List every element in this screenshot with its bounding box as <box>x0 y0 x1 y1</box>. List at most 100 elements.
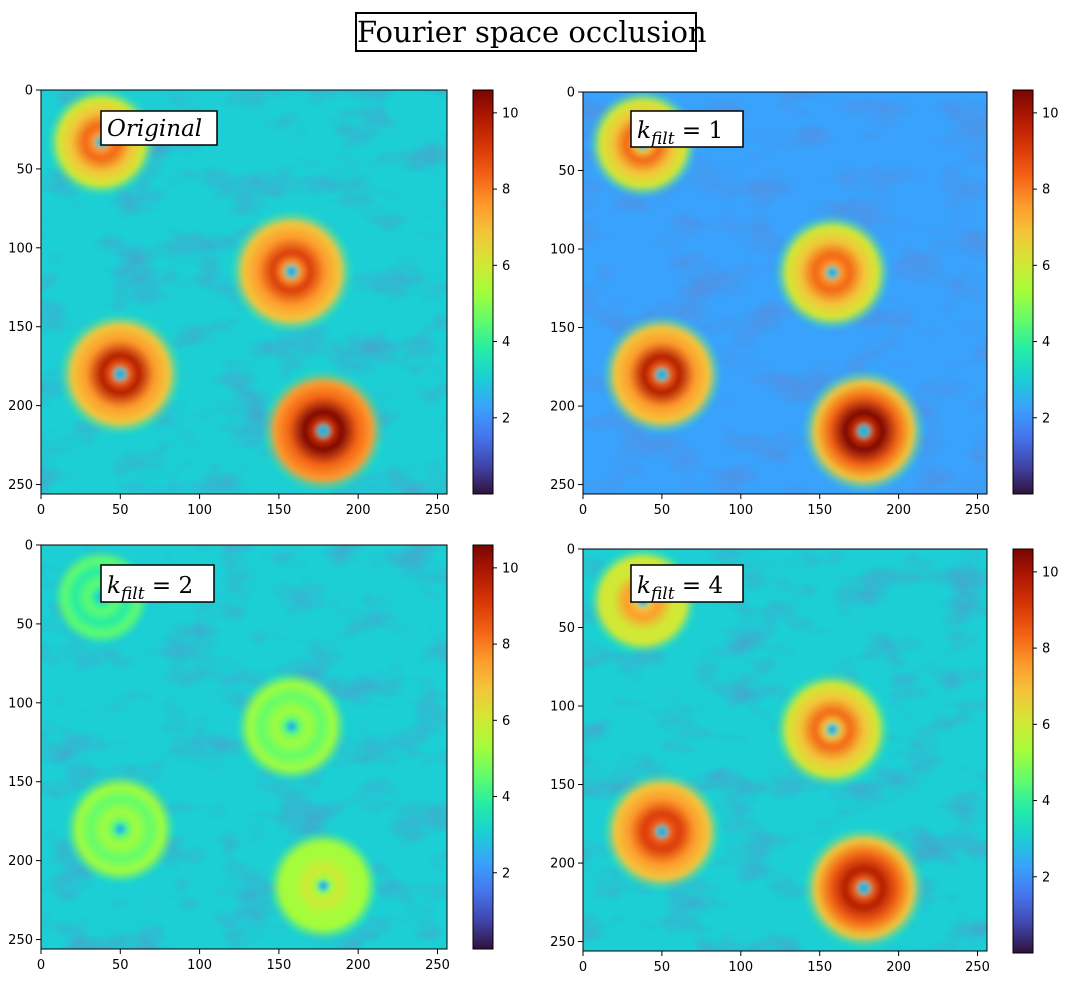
vortex-3 <box>58 312 183 437</box>
x-tick-label: 250 <box>425 503 450 518</box>
x-tick-label: 250 <box>965 960 990 975</box>
colorbar-tick-label: 6 <box>1042 259 1050 274</box>
panel-label-text: kfilt = 2 <box>107 573 193 604</box>
panel-label: Original <box>100 110 218 146</box>
vortex-3 <box>602 771 722 892</box>
x-tick-label: 100 <box>187 503 212 518</box>
colorbar-tick-label: 10 <box>1042 106 1059 121</box>
colorbar-tick-label: 4 <box>502 335 510 350</box>
y-tick-label: 100 <box>550 700 575 715</box>
y-tick-label: 150 <box>550 778 575 793</box>
y-tick-label: 200 <box>550 857 575 872</box>
colorbar-tick-label: 2 <box>502 411 510 426</box>
panel-label-text: kfilt = 1 <box>637 118 723 149</box>
x-tick-label: 100 <box>187 958 212 973</box>
y-tick-label: 50 <box>16 162 33 177</box>
vortex-2 <box>774 214 891 331</box>
axes-frame <box>40 544 448 950</box>
y-tick-label: 0 <box>567 543 575 558</box>
colorbar-tick-label: 2 <box>1042 870 1050 885</box>
heatmap-panel-3: 0 50 100 150 200 250 0 50 100 150 200 250 kfilt = 2 2… <box>8 539 518 974</box>
axes-frame <box>582 548 988 952</box>
colorbar-tick-label: 4 <box>1042 335 1050 350</box>
heatmap-panel-2: 0 50 100 150 200 250 0 50 100 150 200 250 kfilt = 1 2… <box>550 86 1058 519</box>
x-tick-label: 100 <box>728 503 753 518</box>
colorbar-tick-label: 8 <box>502 183 510 198</box>
y-tick-label: 0 <box>567 86 575 101</box>
colorbar-tick-label: 10 <box>502 561 519 576</box>
heatmap-panel-1: 0 50 100 150 200 250 0 50 100 150 200 250 Original 2 4… <box>8 84 518 519</box>
y-tick-label: 100 <box>8 241 33 256</box>
x-tick-label: 150 <box>807 960 832 975</box>
y-tick-label: 100 <box>8 696 33 711</box>
vortex-2 <box>229 209 354 334</box>
panel-label-text: Original <box>107 116 202 142</box>
y-tick-label: 0 <box>25 539 33 554</box>
heatmap-field <box>41 90 447 494</box>
y-tick-label: 150 <box>550 321 575 336</box>
vortex-2 <box>236 671 347 782</box>
colorbar-gradient <box>472 89 494 495</box>
x-tick-label: 200 <box>886 503 911 518</box>
x-tick-label: 0 <box>37 503 45 518</box>
heatmap-field <box>583 92 987 494</box>
y-tick-label: 150 <box>8 320 33 335</box>
axes-frame <box>582 91 988 495</box>
vortex-3 <box>65 774 175 884</box>
colorbar: 2 4 6 8 10 <box>472 544 519 950</box>
colorbar-gradient <box>1012 89 1034 495</box>
colorbar: 2 4 6 8 10 <box>1012 89 1059 495</box>
y-tick-label: 100 <box>550 243 575 258</box>
panel-label: kfilt = 4 <box>630 564 744 604</box>
x-tick-label: 0 <box>579 503 587 518</box>
x-tick-label: 200 <box>886 960 911 975</box>
colorbar-tick-label: 4 <box>502 790 510 805</box>
x-tick-label: 50 <box>112 958 129 973</box>
x-tick-label: 200 <box>346 958 371 973</box>
colorbar-tick-label: 8 <box>1042 183 1050 198</box>
panel-label-text: kfilt = 4 <box>637 573 723 604</box>
colorbar: 2 4 6 8 10 <box>472 89 519 495</box>
x-tick-label: 250 <box>425 958 450 973</box>
panel-label: kfilt = 1 <box>630 110 744 149</box>
colorbar-tick-label: 10 <box>502 106 519 121</box>
colorbar-tick-label: 2 <box>502 866 510 881</box>
colorbar-tick-label: 6 <box>502 714 510 729</box>
x-tick-label: 50 <box>654 960 671 975</box>
y-tick-label: 250 <box>8 478 33 493</box>
panel-label: kfilt = 2 <box>100 564 215 604</box>
colorbar-gradient <box>472 544 494 950</box>
colorbar-tick-label: 4 <box>1042 794 1050 809</box>
y-tick-label: 200 <box>8 854 33 869</box>
x-tick-label: 100 <box>728 960 753 975</box>
colorbar-tick-label: 10 <box>1042 565 1059 580</box>
vortex-2 <box>774 671 891 788</box>
colorbar: 2 4 6 8 10 <box>1012 548 1059 954</box>
y-tick-label: 250 <box>550 478 575 493</box>
colorbar-tick-label: 8 <box>502 638 510 653</box>
vortex-3 <box>602 314 722 435</box>
y-tick-label: 50 <box>16 617 33 632</box>
y-tick-label: 250 <box>550 935 575 950</box>
axes-frame <box>40 89 448 495</box>
colorbar-tick-label: 6 <box>1042 718 1050 733</box>
heatmap-field <box>583 549 987 951</box>
figure-title: Fourier space occlusion <box>355 12 707 52</box>
y-tick-label: 50 <box>558 621 575 636</box>
y-tick-label: 150 <box>8 775 33 790</box>
x-tick-label: 0 <box>579 960 587 975</box>
y-tick-label: 0 <box>25 84 33 99</box>
x-tick-label: 50 <box>654 503 671 518</box>
vortex-4 <box>802 369 926 493</box>
vortex-4 <box>268 831 378 941</box>
vortex-4 <box>802 826 926 950</box>
colorbar-gradient <box>1012 548 1034 954</box>
x-tick-label: 150 <box>266 503 291 518</box>
y-tick-label: 200 <box>8 399 33 414</box>
vortex-4 <box>261 368 386 493</box>
colorbar-tick-label: 2 <box>1042 411 1050 426</box>
heatmap-field <box>41 545 447 949</box>
y-tick-label: 50 <box>558 164 575 179</box>
x-tick-label: 0 <box>37 958 45 973</box>
